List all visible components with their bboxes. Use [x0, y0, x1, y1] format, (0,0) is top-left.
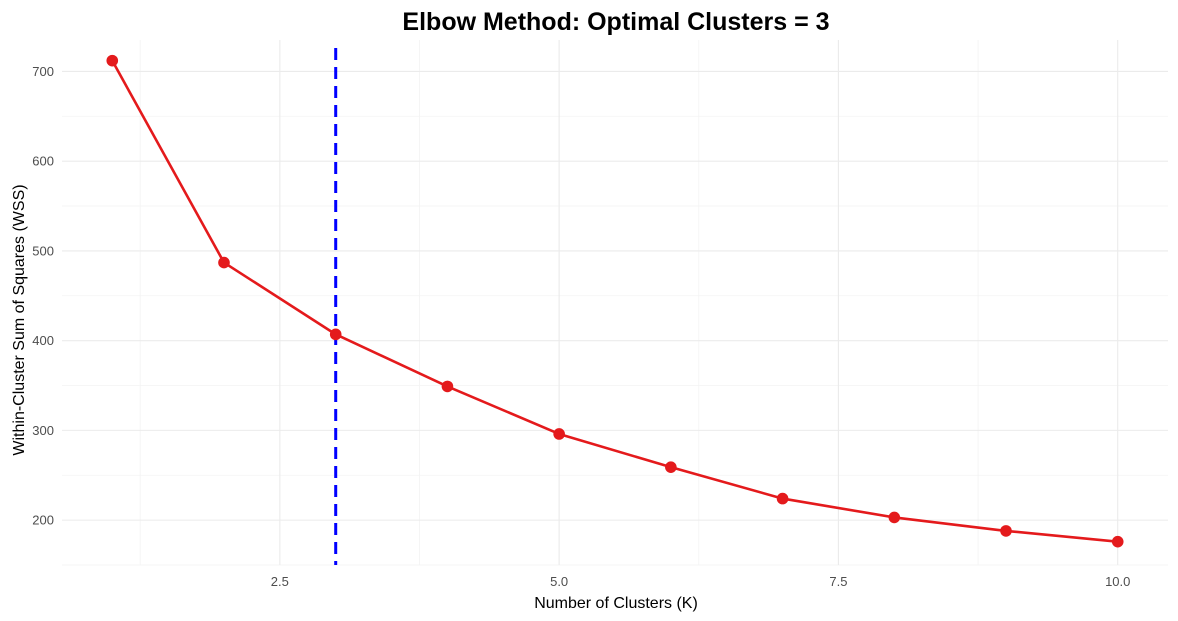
y-tick-label: 400: [32, 333, 54, 348]
x-axis-ticks: 2.5 5.0 7.5 10.0: [271, 574, 1131, 589]
y-tick-label: 700: [32, 64, 54, 79]
y-tick-label: 600: [32, 154, 54, 169]
y-tick-label: 200: [32, 513, 54, 528]
data-point: [888, 511, 901, 524]
x-axis-title: Number of Clusters (K): [534, 595, 698, 612]
grid: [62, 40, 1168, 566]
data-point: [1000, 525, 1012, 537]
y-tick-label: 500: [32, 243, 54, 258]
wss-line: [111, 60, 1118, 543]
x-tick-label: 5.0: [550, 574, 568, 589]
data-point: [665, 461, 677, 473]
data-point: [553, 428, 565, 440]
x-tick-label: 2.5: [271, 574, 289, 589]
y-tick-label: 300: [32, 423, 54, 438]
data-point: [776, 492, 789, 505]
data-point: [441, 380, 454, 393]
series-group: [106, 54, 1124, 548]
data-point: [1111, 535, 1124, 548]
y-axis-title: Within-Cluster Sum of Squares (WSS): [11, 184, 28, 455]
data-point: [329, 328, 342, 341]
chart-title: Elbow Method: Optimal Clusters = 3: [402, 8, 829, 36]
data-point: [106, 54, 119, 67]
x-tick-label: 7.5: [829, 574, 847, 589]
data-point: [218, 256, 230, 269]
x-tick-label: 10.0: [1105, 574, 1130, 589]
y-axis-ticks: 200 300 400 500 600 700: [32, 64, 54, 528]
